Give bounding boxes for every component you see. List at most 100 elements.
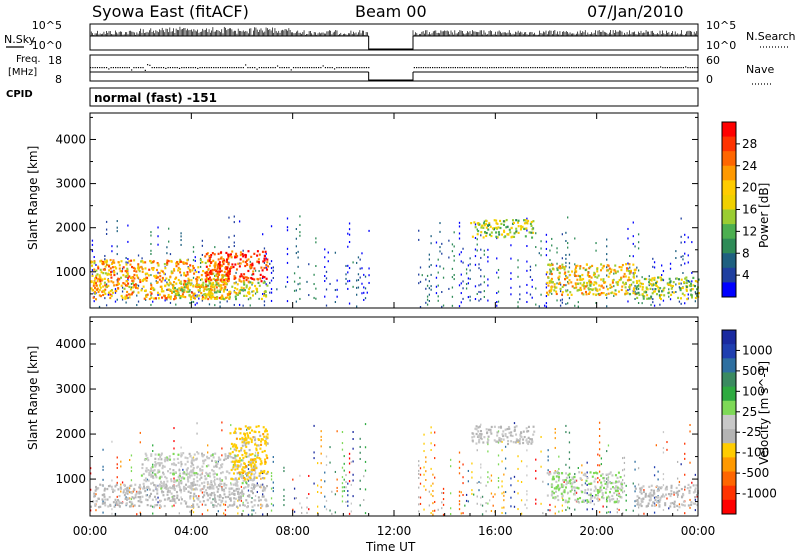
freq-point — [690, 67, 691, 68]
echo-point — [650, 288, 652, 290]
echo-point — [294, 290, 295, 292]
echo-point — [565, 425, 566, 427]
freq-point — [649, 67, 650, 68]
echo-point — [186, 263, 188, 265]
echo-point — [682, 258, 683, 260]
echo-point — [638, 467, 639, 469]
echo-point — [172, 469, 174, 471]
echo-point — [608, 293, 610, 295]
echo-point — [526, 270, 527, 272]
echo-point — [261, 504, 263, 506]
freq-point — [512, 67, 513, 68]
echo-point — [547, 494, 549, 496]
echo-point — [105, 272, 107, 274]
echo-point — [148, 472, 150, 474]
echo-point — [452, 276, 453, 278]
echo-point — [347, 505, 348, 507]
echo-point — [205, 293, 207, 295]
echo-point — [654, 466, 655, 468]
nsearch-tick-high: 10^5 — [706, 19, 736, 32]
echo-point — [180, 481, 182, 483]
echo-point — [273, 456, 274, 458]
echo-point — [558, 456, 559, 458]
echo-point — [155, 463, 157, 465]
nsky-label: N.Sky — [4, 33, 36, 46]
echo-point — [646, 287, 648, 289]
echo-point — [199, 468, 201, 470]
freq-point — [437, 67, 438, 68]
echo-point — [510, 272, 511, 274]
echo-point — [220, 298, 222, 300]
echo-point — [365, 512, 366, 514]
echo-point — [661, 290, 663, 292]
echo-point — [159, 275, 161, 277]
echo-point — [429, 491, 430, 493]
echo-point — [557, 269, 559, 271]
echo-point — [120, 484, 121, 486]
echo-point — [632, 292, 634, 294]
echo-point — [651, 277, 653, 279]
echo-point — [321, 462, 322, 464]
echo-point — [443, 488, 444, 490]
echo-point — [565, 431, 566, 433]
echo-point — [614, 501, 616, 503]
freq-point — [564, 67, 565, 68]
echo-point — [201, 261, 203, 263]
echo-point — [461, 251, 462, 253]
echo-point — [459, 452, 460, 454]
echo-point — [448, 288, 449, 290]
echo-point — [663, 300, 664, 302]
echo-point — [262, 433, 264, 435]
echo-point — [659, 287, 661, 289]
echo-point — [624, 482, 625, 484]
echo-point — [344, 479, 345, 481]
echo-point — [180, 283, 182, 285]
echo-point — [269, 263, 270, 265]
freq-point — [660, 66, 661, 67]
echo-point — [271, 292, 272, 294]
freq-point — [514, 67, 515, 68]
echo-point — [368, 267, 369, 269]
echo-point — [211, 284, 213, 286]
freq-point — [165, 68, 166, 69]
echo-point — [620, 496, 622, 498]
echo-point — [131, 286, 132, 288]
echo-point — [230, 448, 231, 450]
echo-point — [244, 289, 246, 291]
echo-point — [171, 499, 173, 501]
echo-point — [648, 297, 650, 299]
echo-point — [107, 505, 109, 507]
echo-point — [517, 259, 518, 261]
echo-point — [226, 261, 228, 263]
echo-point — [629, 267, 630, 269]
echo-point — [347, 494, 348, 496]
echo-point — [608, 444, 609, 446]
echo-point — [666, 441, 667, 443]
echo-point — [609, 491, 611, 493]
echo-point — [141, 496, 143, 498]
echo-point — [692, 288, 694, 290]
echo-point — [587, 462, 588, 464]
echo-point — [593, 284, 595, 286]
echo-point — [344, 490, 345, 492]
echo-point — [190, 506, 192, 508]
echo-point — [593, 272, 595, 274]
echo-point — [219, 301, 220, 303]
echo-point — [638, 280, 640, 282]
freq-point — [329, 67, 330, 68]
echo-point — [365, 423, 366, 425]
freq-point — [154, 67, 155, 68]
echo-point — [173, 505, 174, 507]
echo-point — [138, 500, 140, 502]
echo-point — [574, 263, 575, 265]
echo-point — [273, 266, 274, 268]
echo-point — [233, 501, 235, 503]
echo-point — [101, 271, 103, 273]
echo-point — [638, 506, 639, 508]
echo-point — [595, 250, 596, 252]
echo-point — [569, 467, 570, 469]
echo-point — [615, 490, 617, 492]
echo-point — [627, 279, 629, 281]
echo-point — [177, 454, 179, 456]
echo-point — [532, 279, 533, 281]
